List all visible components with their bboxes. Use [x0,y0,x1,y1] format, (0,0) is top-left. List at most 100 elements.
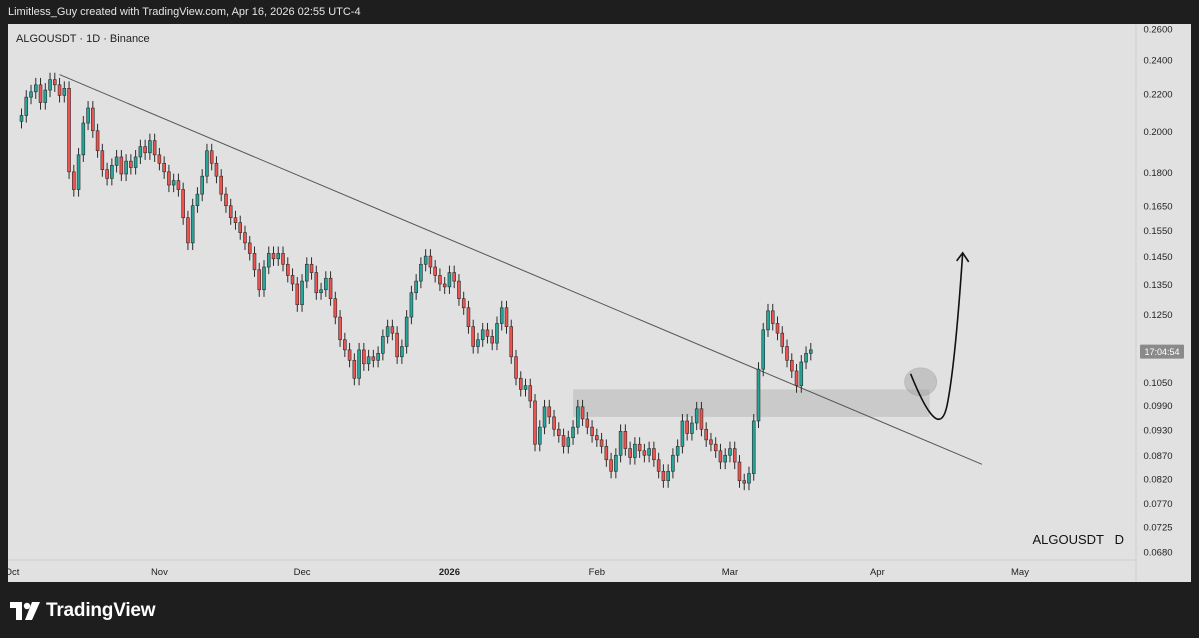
candle-up [110,165,114,179]
candle-up [200,175,204,195]
candle-up [266,253,271,268]
candle-down [176,180,181,190]
candle-up [404,316,409,347]
candle-up [694,408,699,424]
candle-up [537,426,542,445]
candle-up [133,156,138,168]
y-tick-label: 0.1800 [1143,168,1172,179]
candle-down [162,162,166,173]
candle-up [48,79,52,91]
candle-down [704,428,708,441]
candle-down [685,420,689,434]
projection-curve [909,252,964,420]
candle-down [780,332,785,347]
candle-down [295,283,300,306]
candle-up [138,146,143,158]
candle-up [614,454,618,472]
candle-up [76,154,81,190]
candle-down [642,450,647,456]
candle-down [628,448,632,458]
candle-up [809,349,813,354]
support-zone [573,389,930,417]
candle-down [57,84,62,96]
candle-down [347,349,352,361]
candle-down [580,406,585,420]
candle-up [385,326,390,337]
candle-down [433,266,437,276]
candle-down [623,431,628,449]
candle-up [766,310,770,331]
candle-down [528,385,533,402]
candle-up [324,277,328,291]
candle-up [523,385,528,390]
candle-down [599,439,604,447]
candle-down [247,242,252,254]
candle-up [618,431,623,456]
candle-up [400,346,404,358]
candle-up [447,272,452,288]
candle-down [709,439,713,445]
y-tick-label: 0.0725 [1143,522,1172,533]
candle-up [566,437,571,447]
candle-down [157,154,162,164]
candle-down [271,253,276,260]
tradingview-logo[interactable]: TradingView [10,600,156,622]
candle-up [666,470,670,482]
y-tick-label: 0.2000 [1143,127,1172,138]
y-tick-label: 0.1550 [1143,226,1172,237]
candle-down [533,400,537,445]
x-tick-label: Apr [870,567,885,578]
candle-up [171,180,176,186]
candle-down [442,283,447,288]
candle-down [281,253,285,265]
candle-up [576,406,580,428]
candlestick-chart[interactable]: ALGOUSDT · 1D · Binance ALGOUSDT D 0.260… [8,24,1191,582]
candle-up [205,150,209,177]
candle-up [747,473,751,484]
candle-up [423,255,428,265]
x-tick-label: Dec [294,567,311,578]
candle-up [751,420,756,474]
projection-arrowhead [956,251,970,263]
candle-down [95,130,100,152]
candle-down [338,316,342,341]
y-tick-label: 0.0820 [1143,474,1172,485]
candle-up [799,361,804,386]
y-tick-label: 0.2200 [1143,90,1172,101]
y-tick-label: 0.0680 [1143,547,1172,558]
candle-down [238,222,243,233]
candle-down [461,298,466,309]
attribution-text: Limitless_Guy created with TradingView.c… [8,6,361,18]
x-tick-label: 2026 [439,567,460,578]
candle-up [300,280,304,306]
y-tick-label: 0.0990 [1143,401,1172,412]
chart-panel[interactable]: ALGOUSDT · 1D · Binance ALGOUSDT D 0.260… [8,24,1191,582]
current-price-label-bg [1140,344,1184,359]
candle-down [252,253,257,271]
candle-down [105,169,109,179]
candle-down [228,205,233,219]
candle-up [756,368,761,422]
candle-down [129,160,133,168]
candle-up [647,448,651,456]
candle-down [333,298,338,318]
candle-down [490,336,495,344]
candle-up [723,454,727,463]
candle-up [414,280,418,294]
candle-down [309,263,314,273]
candle-down [604,446,609,461]
candle-up [476,339,480,347]
y-tick-label: 0.1450 [1143,252,1172,263]
candle-down [72,171,76,190]
candle-up [19,115,24,122]
candle-up [124,160,128,175]
footer-bar: TradingView [0,582,1199,638]
candle-down [343,339,347,351]
y-tick-label: 0.2400 [1143,56,1172,67]
candle-up [29,91,33,98]
candle-up [81,122,86,156]
candle-up [804,353,808,363]
candle-up [366,356,371,365]
candle-up [86,107,90,124]
y-tick-label: 0.2600 [1143,24,1172,35]
